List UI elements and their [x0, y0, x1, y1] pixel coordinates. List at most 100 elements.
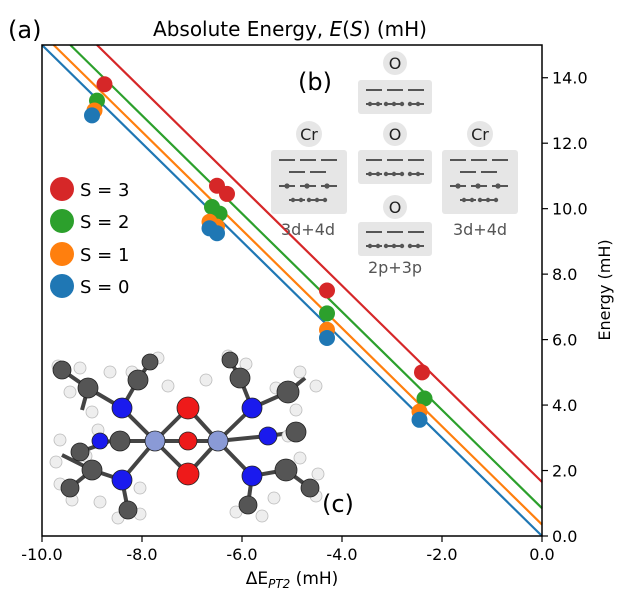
atom-c: [60, 478, 80, 498]
atom-h: [293, 451, 307, 465]
atom-cr: [207, 430, 229, 452]
x-axis-label: ΔEPT2 (mH): [246, 569, 339, 591]
atom-c: [285, 421, 307, 443]
plot-frame: [41, 44, 543, 537]
data-point-s0-0: [96, 76, 113, 93]
legend-label-s0: S = 0: [80, 277, 129, 298]
cr-atom-badge-left: [296, 121, 322, 147]
atom-h: [293, 365, 307, 379]
atom-o: [178, 431, 198, 451]
atom-h: [267, 491, 281, 505]
legend-marker-s3: [50, 177, 74, 201]
x-tick-label: 0.0: [529, 545, 554, 564]
x-tick-label: -8.0: [126, 545, 157, 564]
legend-label-s1: S = 1: [80, 245, 129, 266]
atom-c: [52, 360, 72, 380]
fit-lines: [41, 44, 543, 537]
atom-h: [63, 385, 77, 399]
o-atom-badge-bottom: [383, 195, 407, 219]
o-label-middle: O: [389, 125, 402, 144]
fit-line-3: [41, 44, 543, 537]
fit-line-0: [96, 44, 543, 483]
atom-o: [176, 462, 200, 486]
y-tick-label: 12.0: [552, 134, 588, 153]
legend-label-s3: S = 3: [80, 180, 129, 201]
atom-h: [309, 379, 323, 393]
o-atom-badge-middle: [383, 122, 407, 146]
o-space-label: 2p+3p: [368, 258, 422, 277]
atom-n: [241, 397, 263, 419]
cr-atom-badge-right: [467, 121, 493, 147]
cr-space-label-left: 3d+4d: [281, 220, 335, 239]
atom-c: [300, 478, 320, 498]
atom-o: [176, 396, 200, 420]
atom-h: [103, 365, 117, 379]
data-point-s3-4: [411, 411, 428, 428]
fit-line-2: [52, 44, 543, 526]
atom-c: [118, 500, 138, 520]
data-point-s3-0: [84, 107, 100, 124]
legend-entry-s3: S = 3: [50, 177, 129, 201]
data-point-s3-3: [319, 329, 335, 346]
atom-cr: [144, 430, 166, 452]
atom-c: [274, 458, 298, 482]
y-tick-label: 14.0: [552, 69, 588, 88]
legend-label-s2: S = 2: [80, 212, 129, 233]
atom-h: [53, 433, 67, 447]
atom-h: [311, 467, 325, 481]
panel-label-c: (c): [322, 490, 354, 518]
o-orbital-box-top: [358, 80, 432, 114]
data-point-s1-3: [319, 305, 335, 322]
atom-h: [161, 379, 175, 393]
atom-c: [238, 495, 258, 515]
cr-label-left: Cr: [300, 125, 318, 144]
legend-marker-s0: [50, 274, 74, 298]
x-tick-label: -10.0: [21, 545, 62, 564]
cr-orbital-box-right: [442, 150, 518, 214]
legend-entry-s2: S = 2: [50, 209, 129, 233]
legend-entry-s1: S = 1: [50, 242, 129, 266]
fit-line-1: [69, 44, 543, 509]
inset-c-molecule-structure: [49, 349, 325, 525]
atom-h: [49, 455, 63, 469]
atom-n: [111, 397, 133, 419]
y-tick-label: 10.0: [552, 200, 588, 219]
data-points: [84, 76, 433, 428]
panel-label-b: (b): [298, 68, 332, 96]
atom-h: [85, 405, 99, 419]
chart-title: Absolute Energy, E(S) (mH): [153, 17, 427, 41]
o-orbital-box-bottom: [358, 222, 432, 256]
legend-marker-s1: [50, 242, 74, 266]
legend: S = 3 S = 2 S = 1 S = 0: [50, 177, 129, 298]
atom-h: [289, 403, 303, 417]
x-tick-label: -2.0: [426, 545, 457, 564]
legend-entry-s0: S = 0: [50, 274, 129, 298]
atom-n: [111, 469, 133, 491]
legend-marker-s2: [50, 209, 74, 233]
cr-orbital-box-left: [271, 150, 347, 214]
y-tick-label: 2.0: [552, 462, 577, 481]
y-tick-label: 0.0: [552, 527, 577, 546]
data-point-s0-3: [319, 282, 335, 299]
y-tick-label: 6.0: [552, 331, 577, 350]
o-label-top: O: [389, 54, 402, 73]
atom-c: [141, 353, 159, 371]
o-atom-badge-top: [383, 51, 407, 75]
atom-n: [258, 426, 278, 446]
atom-c: [229, 367, 251, 389]
atom-h: [93, 495, 107, 509]
data-point-s3-2: [209, 225, 225, 242]
y-tick-label: 4.0: [552, 396, 577, 415]
o-label-bottom: O: [389, 198, 402, 217]
y-axis: 0.0 2.0 4.0 6.0 8.0 10.0 12.0 14.0: [542, 69, 588, 546]
atom-h: [199, 373, 213, 387]
atom-c: [276, 380, 300, 404]
y-tick-label: 8.0: [552, 265, 577, 284]
inset-b-orbital-diagram: (b) O Cr 3d+4d O Cr 3d+4d O 2p+3p: [271, 51, 518, 277]
panel-label-a: (a): [8, 16, 41, 44]
cr-label-right: Cr: [471, 125, 489, 144]
cr-space-label-right: 3d+4d: [453, 220, 507, 239]
atom-n: [91, 432, 109, 450]
x-axis: -10.0 -8.0 -6.0 -4.0 -2.0 0.0: [21, 536, 555, 564]
